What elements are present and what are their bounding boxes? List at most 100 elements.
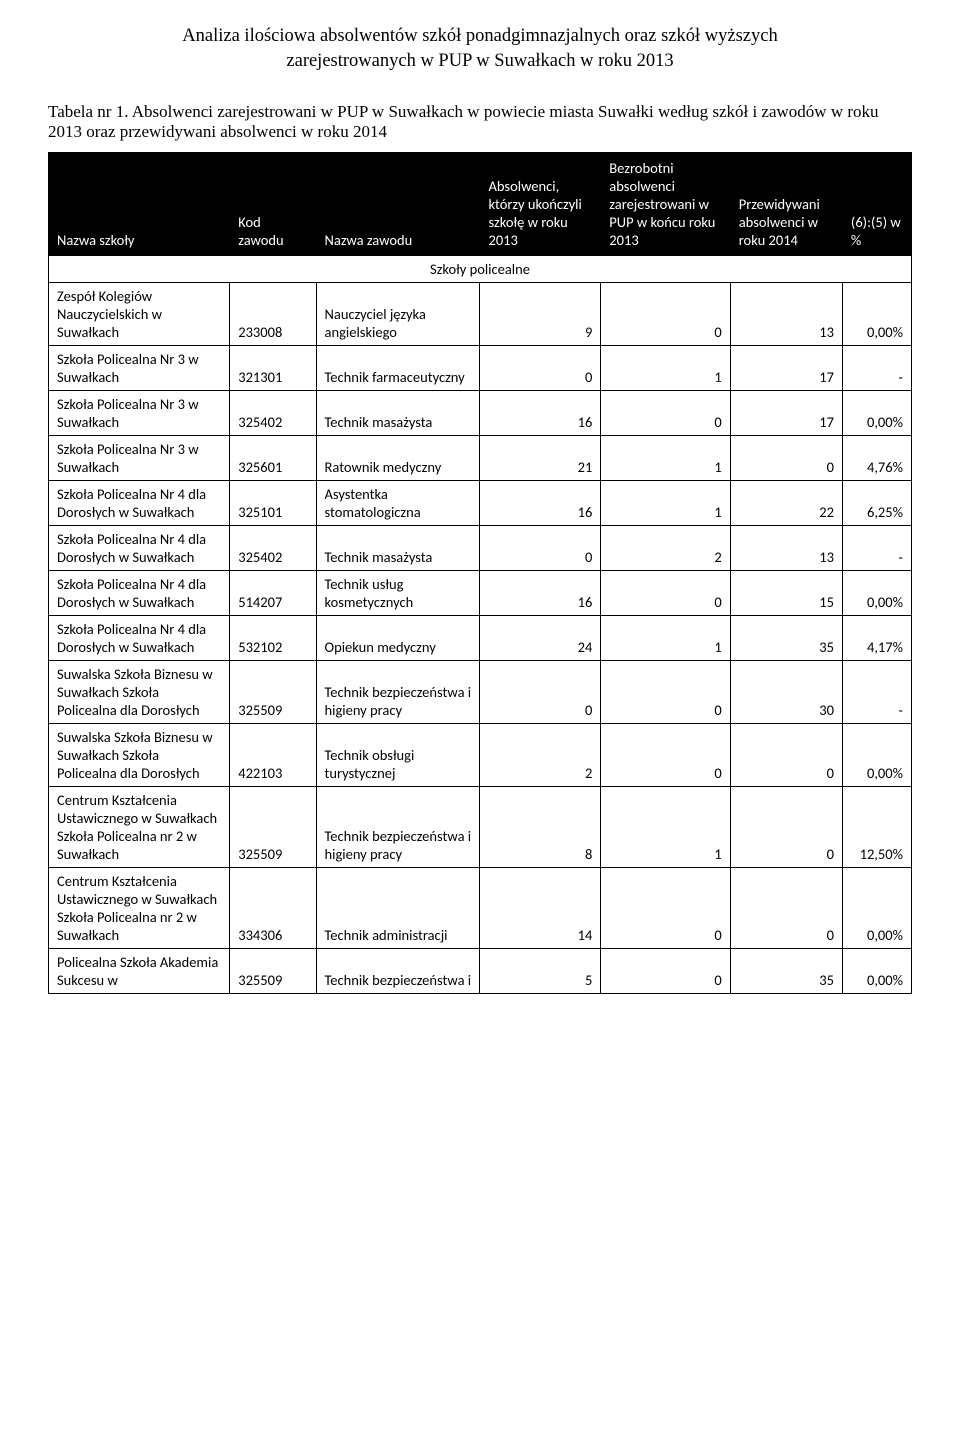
cell-profession: Technik bezpieczeństwa i higieny pracy [316,660,480,723]
cell-ratio: 12,50% [842,786,911,867]
cell-code: 325402 [230,390,316,435]
cell-predicted-2014: 22 [730,480,842,525]
cell-predicted-2014: 0 [730,786,842,867]
cell-unemployed-2013: 0 [601,570,730,615]
cell-graduates-2013: 8 [480,786,601,867]
cell-code: 325101 [230,480,316,525]
section-row: Szkoły policealne [49,255,912,282]
col-unemployed-2013: Bezrobotni absolwenci zarejestrowani w P… [601,152,730,255]
cell-code: 325509 [230,948,316,993]
cell-graduates-2013: 0 [480,345,601,390]
table-row: Szkoła Policealna Nr 3 w Suwałkach321301… [49,345,912,390]
cell-predicted-2014: 17 [730,345,842,390]
cell-unemployed-2013: 0 [601,723,730,786]
cell-code: 422103 [230,723,316,786]
cell-profession: Technik administracji [316,867,480,948]
cell-graduates-2013: 16 [480,390,601,435]
table-header-row: Nazwa szkoły Kod zawodu Nazwa zawodu Abs… [49,152,912,255]
cell-unemployed-2013: 2 [601,525,730,570]
cell-school: Policealna Szkoła Akademia Sukcesu w [49,948,230,993]
cell-ratio: 0,00% [842,723,911,786]
cell-profession: Opiekun medyczny [316,615,480,660]
cell-profession: Technik bezpieczeństwa i [316,948,480,993]
cell-predicted-2014: 13 [730,282,842,345]
cell-graduates-2013: 16 [480,480,601,525]
table-row: Szkoła Policealna Nr 4 dla Dorosłych w S… [49,480,912,525]
cell-school: Szkoła Policealna Nr 4 dla Dorosłych w S… [49,480,230,525]
cell-code: 325509 [230,786,316,867]
cell-school: Szkoła Policealna Nr 3 w Suwałkach [49,435,230,480]
cell-profession: Technik obsługi turystycznej [316,723,480,786]
table-body: Szkoły policealne Zespół Kolegiów Nauczy… [49,255,912,993]
cell-unemployed-2013: 1 [601,435,730,480]
cell-ratio: 4,17% [842,615,911,660]
cell-code: 514207 [230,570,316,615]
cell-unemployed-2013: 0 [601,948,730,993]
document-page: Analiza ilościowa absolwentów szkół pona… [0,0,960,1042]
cell-ratio: 0,00% [842,948,911,993]
table-row: Szkoła Policealna Nr 3 w Suwałkach325402… [49,390,912,435]
cell-graduates-2013: 2 [480,723,601,786]
cell-unemployed-2013: 0 [601,390,730,435]
cell-code: 325601 [230,435,316,480]
cell-profession: Technik farmaceutyczny [316,345,480,390]
cell-profession: Technik usług kosmetycznych [316,570,480,615]
graduates-table: Nazwa szkoły Kod zawodu Nazwa zawodu Abs… [48,152,912,994]
cell-school: Centrum Kształcenia Ustawicznego w Suwał… [49,867,230,948]
cell-predicted-2014: 35 [730,615,842,660]
cell-predicted-2014: 30 [730,660,842,723]
table-row: Szkoła Policealna Nr 4 dla Dorosłych w S… [49,525,912,570]
cell-unemployed-2013: 1 [601,345,730,390]
cell-predicted-2014: 0 [730,435,842,480]
col-ratio: (6):(5) w % [842,152,911,255]
cell-ratio: - [842,525,911,570]
cell-school: Szkoła Policealna Nr 3 w Suwałkach [49,390,230,435]
cell-predicted-2014: 17 [730,390,842,435]
cell-code: 325509 [230,660,316,723]
cell-code: 233008 [230,282,316,345]
cell-school: Szkoła Policealna Nr 4 dla Dorosłych w S… [49,525,230,570]
cell-profession: Asystentka stomatologiczna [316,480,480,525]
cell-graduates-2013: 9 [480,282,601,345]
document-title: Analiza ilościowa absolwentów szkół pona… [48,24,912,74]
cell-ratio: 0,00% [842,390,911,435]
table-row: Centrum Kształcenia Ustawicznego w Suwał… [49,786,912,867]
cell-predicted-2014: 15 [730,570,842,615]
title-line-2: zarejestrowanych w PUP w Suwałkach w rok… [286,51,673,71]
table-caption: Tabela nr 1. Absolwenci zarejestrowani w… [48,102,912,142]
cell-code: 325402 [230,525,316,570]
cell-ratio: 0,00% [842,570,911,615]
cell-graduates-2013: 24 [480,615,601,660]
cell-school: Zespół Kolegiów Nauczycielskich w Suwałk… [49,282,230,345]
cell-profession: Ratownik medyczny [316,435,480,480]
cell-graduates-2013: 0 [480,660,601,723]
cell-unemployed-2013: 1 [601,480,730,525]
col-predicted-2014: Przewidywani absolwenci w roku 2014 [730,152,842,255]
table-row: Suwalska Szkoła Biznesu w Suwałkach Szko… [49,723,912,786]
cell-predicted-2014: 0 [730,867,842,948]
cell-predicted-2014: 0 [730,723,842,786]
cell-ratio: 0,00% [842,282,911,345]
cell-graduates-2013: 21 [480,435,601,480]
cell-profession: Technik masażysta [316,525,480,570]
cell-ratio: 4,76% [842,435,911,480]
cell-graduates-2013: 14 [480,867,601,948]
title-line-1: Analiza ilościowa absolwentów szkół pona… [182,26,777,46]
table-row: Zespół Kolegiów Nauczycielskich w Suwałk… [49,282,912,345]
col-school: Nazwa szkoły [49,152,230,255]
cell-code: 532102 [230,615,316,660]
cell-ratio: - [842,660,911,723]
cell-unemployed-2013: 1 [601,615,730,660]
cell-graduates-2013: 16 [480,570,601,615]
cell-profession: Technik masażysta [316,390,480,435]
cell-ratio: 6,25% [842,480,911,525]
table-row: Szkoła Policealna Nr 4 dla Dorosłych w S… [49,615,912,660]
cell-school: Suwalska Szkoła Biznesu w Suwałkach Szko… [49,660,230,723]
col-code: Kod zawodu [230,152,316,255]
table-row: Szkoła Policealna Nr 3 w Suwałkach325601… [49,435,912,480]
cell-code: 334306 [230,867,316,948]
cell-profession: Technik bezpieczeństwa i higieny pracy [316,786,480,867]
col-profession: Nazwa zawodu [316,152,480,255]
col-graduates-2013: Absolwenci, którzy ukończyli szkołę w ro… [480,152,601,255]
section-label: Szkoły policealne [49,255,912,282]
